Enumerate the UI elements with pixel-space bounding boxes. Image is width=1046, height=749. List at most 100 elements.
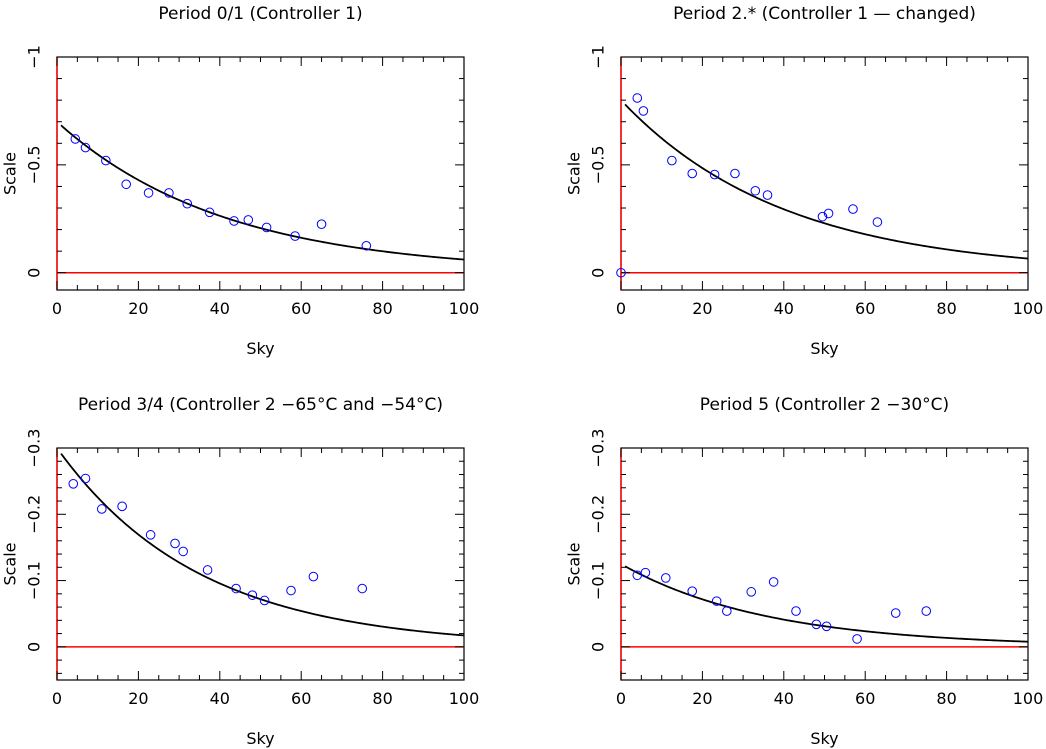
y-tick-label: 0 [25,268,44,278]
panel-2: Period 2.* (Controller 1 — changed) 0 20 40… [565,4,1044,358]
x-tick-label: 60 [855,299,875,318]
data-point [746,587,757,597]
data-point [750,185,761,196]
data-point [229,216,239,226]
y-tick-label: −0.2 [25,495,44,534]
data-point [361,240,372,251]
plot-frame [56,447,465,681]
plot-frame [56,56,465,291]
fit-curve [60,124,465,261]
data-point [640,567,651,578]
data-point [811,619,822,630]
x-tick-label: 0 [52,689,62,708]
data-point [632,93,643,103]
data-point [722,606,732,616]
data-point [768,577,779,587]
x-tick-label: 80 [372,299,392,318]
data-point [121,179,131,190]
fit-curve [624,103,1029,260]
data-point [70,134,81,144]
y-axis-label: Scale [1,542,20,585]
x-tick-label: 0 [52,299,62,318]
data-point [170,538,180,549]
x-tick-label: 40 [210,689,230,708]
x-tick-label: 20 [128,299,148,318]
y-tick-label: 0 [589,268,608,278]
data-point [890,608,901,618]
data-point [872,217,883,227]
data-point [80,142,91,153]
data-point [68,478,79,489]
y-tick-label: −0.2 [589,495,608,534]
panel-title: Period 0/1 (Controller 1) [158,4,362,24]
x-tick-label: 20 [692,689,712,708]
y-tick-label: 0 [25,642,44,652]
data-point [357,583,368,594]
data-point [823,208,834,219]
x-tick-label: 80 [936,689,956,708]
data-point [848,204,858,214]
data-point [921,606,932,616]
x-tick-label: 100 [1013,689,1044,708]
data-point [286,585,296,596]
data-point [762,190,773,200]
data-point [243,215,254,225]
data-point [290,231,300,241]
data-point [667,155,677,166]
data-point [202,565,213,575]
y-tick-label: −0.3 [589,429,608,468]
panel-title: Period 2.* (Controller 1 — changed) [673,4,976,24]
fit-curve [60,453,465,637]
data-point [259,595,270,606]
data-point [817,211,828,222]
data-point [231,583,241,594]
plot-frame [620,447,1029,681]
y-tick-label: −1 [25,45,44,69]
x-tick-label: 60 [291,299,311,318]
data-point [204,207,215,218]
data-point [96,504,107,514]
data-point [709,169,720,180]
x-axis-label: Sky [810,339,838,358]
data-point [852,634,862,644]
x-axis-label: Sky [246,339,274,358]
panel-3: Period 3/4 (Controller 2 −65°C and −54°C… [1,395,480,748]
x-axis-label: Sky [810,729,838,748]
data-point [164,188,174,198]
data-point [687,586,698,596]
data-point [791,606,801,616]
y-axis-label: Scale [1,152,20,195]
x-tick-label: 100 [1013,299,1044,318]
data-point [660,573,671,583]
data-point [178,546,188,557]
data-point [687,168,698,179]
y-tick-label: −0.3 [25,429,44,468]
y-tick-label: −0.5 [589,145,608,184]
x-tick-label: 60 [855,689,875,708]
data-point [711,596,722,606]
y-tick-label: −0.5 [25,145,44,184]
panel-title: Period 5 (Controller 2 −30°C) [700,395,949,415]
data-point [730,168,740,179]
data-point [143,188,154,198]
data-point [261,222,272,233]
x-tick-label: 0 [616,689,626,708]
data-point [80,473,91,484]
data-point [182,198,193,209]
panel-4: Period 5 (Controller 2 −30°C) 0 20 40 60 80 10… [565,395,1044,748]
y-tick-label: −1 [589,45,608,69]
x-axis-label: Sky [246,729,274,748]
data-point [117,501,127,512]
data-point [101,155,111,166]
data-point [316,219,327,229]
x-tick-label: 100 [449,299,480,318]
x-tick-label: 40 [774,299,794,318]
x-tick-label: 60 [291,689,311,708]
y-tick-label: −0.1 [25,561,44,600]
y-tick-label: −0.1 [589,561,608,600]
data-point [145,530,156,540]
x-tick-label: 20 [128,689,148,708]
x-tick-label: 80 [936,299,956,318]
x-tick-label: 0 [616,299,626,318]
